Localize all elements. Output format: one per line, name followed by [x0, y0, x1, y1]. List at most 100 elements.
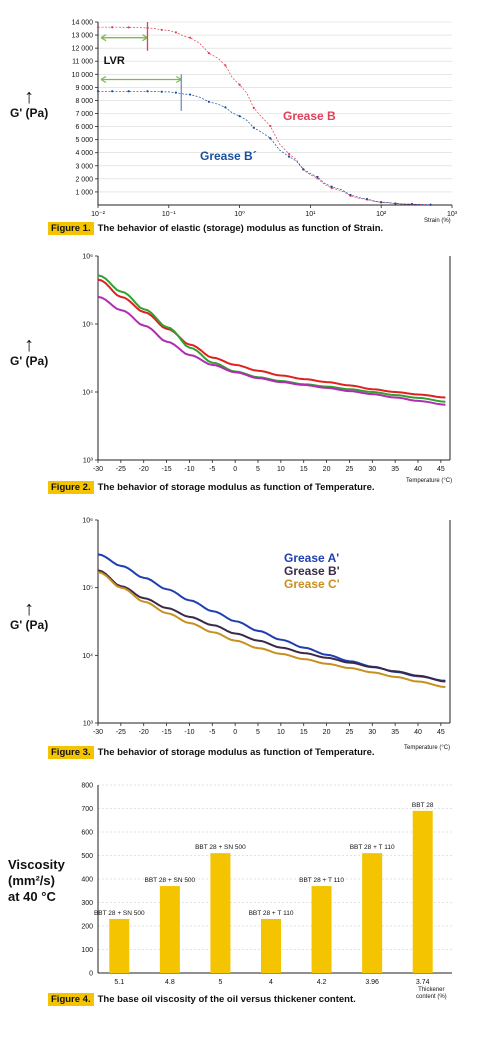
data-point: [189, 93, 192, 96]
x-tick-label: -30: [93, 729, 103, 736]
arrowhead-icon: [100, 34, 148, 42]
data-point: [207, 100, 210, 103]
data-point: [349, 193, 352, 197]
x-tick-label: -20: [139, 466, 149, 473]
y-tick-label: 500: [81, 853, 93, 860]
x-tick-label: 4.2: [317, 979, 327, 986]
x-tick-label: 10³: [447, 211, 458, 218]
y-tick-label: 100: [81, 947, 93, 954]
x-tick-label: 0: [233, 729, 237, 736]
series-line: [97, 295, 446, 406]
y-tick-label: 1 000: [75, 189, 93, 196]
x-tick-label: 3.96: [365, 979, 379, 986]
data-point: [96, 90, 100, 93]
x-tick-label: 10: [277, 729, 285, 736]
x-tick-label: 10⁰: [234, 210, 245, 218]
fig2-y-axis-label: ↑ G' (Pa): [10, 334, 49, 368]
fig4-y-axis-label: Viscosity (mm²/s) at 40 °C: [8, 857, 65, 904]
data-point: [238, 83, 241, 86]
x-tick-label: 0: [233, 466, 237, 473]
series-label-grease-b-prime: Grease B´: [200, 149, 257, 163]
y-tick-label: 6 000: [75, 124, 93, 131]
y-tick-label: 3 000: [75, 163, 93, 170]
fig2-chart: 10³ 10⁴ 10⁵ 10⁶ -30 -25 -20 -15 -10 -5 0 5 10 15 20 25 3…: [82, 254, 451, 473]
bar-label: BBT 28 + SN 500: [195, 844, 246, 851]
x-tick-label: -20: [139, 729, 149, 736]
y-tick-label: 800: [81, 783, 93, 790]
y-tick-label: 9 000: [75, 85, 93, 92]
x-tick-label: -15: [162, 466, 172, 473]
series-line: [97, 274, 446, 403]
y-tick-label: 10⁵: [82, 585, 93, 592]
bar-label: BBT 28: [412, 802, 434, 809]
data-point: [269, 124, 272, 128]
fig4-chart: 0 100 200 300 400 500 600 700 800 5.1 BBT 28 + SN …: [81, 783, 452, 986]
fig4-x-axis-label: Thickener content (%): [416, 987, 447, 1000]
y-tick-label: 10³: [83, 721, 94, 728]
data-point: [111, 90, 114, 93]
x-tick-label: 3.74: [416, 979, 430, 986]
x-tick-label: 15: [300, 466, 308, 473]
up-arrow-icon: ↑: [24, 86, 35, 108]
data-point: [224, 64, 227, 67]
fig3-chart: 10³ 10⁴ 10⁵ 10⁶ -30 -25 -20 -15 -10 -5 0 5 10 15 20 25 3…: [82, 518, 451, 736]
x-tick-label: 5.1: [114, 979, 124, 986]
x-tick-label: 10: [277, 466, 285, 473]
fig1-caption: Figure 1. The behavior of elastic (storag…: [48, 222, 383, 235]
data-point: [287, 152, 291, 156]
y-tick-label: 200: [81, 924, 93, 931]
y-tick-label: 600: [81, 830, 93, 837]
fig3-y-axis-label: ↑ G' (Pa): [10, 598, 49, 632]
bar-label: BBT 28 + SN 500: [145, 877, 196, 884]
arrowhead-icon: [100, 75, 182, 84]
data-point: [127, 26, 130, 29]
lvr-label: LVR: [104, 55, 125, 67]
data-point: [111, 26, 114, 29]
data-point: [302, 168, 305, 171]
x-tick-label: 5: [256, 466, 260, 473]
bar: [311, 886, 332, 973]
data-point: [224, 106, 227, 109]
x-tick-label: -25: [116, 466, 126, 473]
bar-label: BBT 28 + T 110: [249, 910, 294, 917]
up-arrow-icon: ↑: [24, 334, 35, 356]
data-point: [174, 31, 178, 34]
legend-item: Grease A': [284, 551, 339, 565]
fig3-x-axis-label: Temperature (°C): [404, 745, 451, 751]
y-tick-label: 10⁴: [82, 390, 93, 397]
data-point: [96, 26, 100, 29]
fig4-caption: Figure 4. The base oil viscosity of the o…: [48, 993, 356, 1006]
x-tick-label: 45: [437, 729, 445, 736]
x-tick-label: 40: [414, 466, 422, 473]
figure-4-panel: Viscosity (mm²/s) at 40 °C 0 100 200 300 400…: [0, 777, 480, 1032]
x-tick-label: 5: [218, 979, 222, 986]
x-tick-label: 20: [323, 729, 331, 736]
y-tick-label: 14 000: [72, 20, 94, 27]
bar-label: BBT 28 + T 110: [350, 844, 395, 851]
x-tick-label: 4.8: [165, 979, 175, 986]
data-point: [269, 137, 272, 140]
y-tick-label: 400: [81, 877, 93, 884]
x-tick-label: 40: [414, 729, 422, 736]
data-point: [394, 202, 397, 205]
x-tick-label: 15: [300, 729, 308, 736]
x-tick-label: -5: [209, 729, 215, 736]
data-point: [160, 90, 163, 93]
fig2-x-axis-label: Temperature (°C): [406, 478, 453, 484]
fig1-chart: 1 000 2 000 3 000 4 000 5 000 6 000 7 000 8 000…: [72, 20, 458, 219]
y-tick-label: 5 000: [75, 137, 93, 144]
data-point: [287, 155, 291, 158]
bar-label: BBT 28 + SN 500: [94, 910, 145, 917]
data-point: [160, 28, 163, 31]
x-tick-label: 4: [269, 979, 273, 986]
data-point: [330, 185, 333, 188]
bar: [159, 886, 180, 973]
y-tick-label: 10³: [83, 458, 94, 465]
series-label-grease-b: Grease B: [283, 109, 336, 123]
x-tick-label: 35: [391, 729, 399, 736]
series-line: [97, 553, 446, 682]
x-tick-label: -25: [116, 729, 126, 736]
y-tick-label: 300: [81, 900, 93, 907]
series-line: [98, 26, 431, 206]
data-point: [380, 201, 383, 204]
